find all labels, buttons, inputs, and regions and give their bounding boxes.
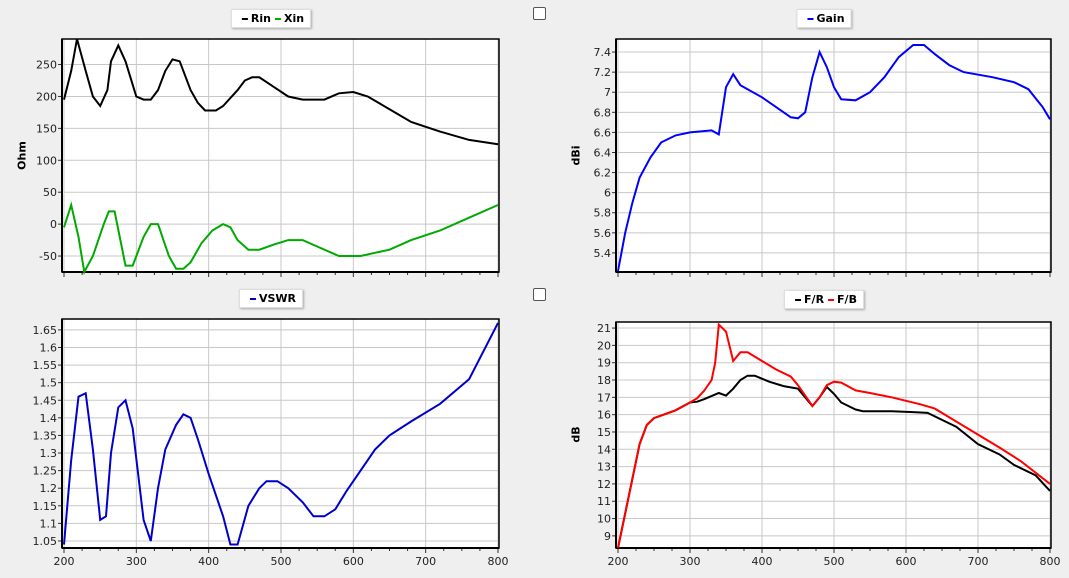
y-tick-label: 200 [36, 90, 57, 103]
y-tick-label: 1.6 [40, 341, 58, 354]
y-tick-label: 1.4 [40, 412, 58, 425]
y-tick-label: 13 [597, 461, 611, 474]
y-axis-label: dB [569, 426, 583, 443]
y-tick-label: 19 [597, 357, 611, 370]
y-tick-label: 18 [597, 374, 611, 387]
y-tick-label: 9 [604, 530, 611, 543]
x-tick-label: 700 [415, 555, 436, 568]
x-tick-label: 200 [54, 555, 75, 568]
y-tick-label: 16 [597, 409, 611, 422]
y-tick-label: 7 [604, 86, 611, 99]
x-tick-label: 200 [608, 555, 629, 568]
y-tick-label: 1.65 [33, 324, 58, 337]
y-tick-label: 1.45 [33, 394, 58, 407]
series-line-fb [617, 322, 1051, 549]
x-tick-label: 700 [968, 555, 989, 568]
y-tick-label: 5.8 [594, 207, 612, 220]
y-tick-label: 1.05 [33, 535, 58, 548]
y-tick-label: 14 [597, 443, 611, 456]
x-tick-label: 800 [488, 555, 509, 568]
legend-label: VSWR [258, 292, 297, 305]
legend-label: Xin [283, 12, 305, 25]
chart-legend: Gain [796, 9, 852, 28]
plot-border [61, 318, 500, 549]
y-tick-label: 0 [50, 218, 57, 231]
legend-label: Rin [250, 12, 271, 25]
plot-area [616, 322, 1050, 548]
y-tick-label: 12 [597, 478, 611, 491]
x-tick-label: 400 [752, 555, 773, 568]
legend-swatch [828, 299, 835, 301]
x-tick-label: 400 [198, 555, 219, 568]
y-tick-label: 1.55 [33, 359, 58, 372]
y-tick-label: 100 [36, 154, 57, 167]
legend-label: F/R [804, 293, 825, 306]
y-tick-label: 150 [36, 122, 57, 135]
x-tick-label: 300 [126, 555, 147, 568]
legend-swatch [241, 18, 248, 20]
series-line-rin [63, 38, 499, 146]
y-tick-label: 20 [597, 339, 611, 352]
x-tick-label: 500 [271, 555, 292, 568]
legend-label: Gain [816, 12, 845, 25]
y-tick-label: 11 [597, 495, 611, 508]
plot-border [615, 321, 1052, 549]
legend-swatch [249, 298, 256, 300]
y-tick-label: 6 [604, 187, 611, 200]
y-tick-label: 1.25 [33, 465, 58, 478]
x-tick-label: 600 [896, 555, 917, 568]
toggle-checkbox-bottom[interactable] [533, 288, 546, 301]
x-tick-label: 300 [680, 555, 701, 568]
y-tick-label: 1.2 [40, 482, 58, 495]
y-tick-label: 7.2 [594, 66, 612, 79]
chart-legend: VSWR [238, 289, 304, 308]
y-tick-label: 6.4 [594, 146, 612, 159]
y-tick-label: 15 [597, 426, 611, 439]
y-tick-label: 50 [43, 186, 57, 199]
plot-border [61, 38, 500, 273]
legend-swatch [274, 18, 281, 20]
x-tick-label: 600 [343, 555, 364, 568]
y-tick-label: 6.6 [594, 126, 612, 139]
y-tick-label: 5.4 [594, 247, 612, 260]
series-line-vswr [63, 322, 499, 546]
y-tick-label: 7.4 [594, 46, 612, 59]
y-tick-label: 1.5 [40, 377, 58, 390]
legend-label: F/B [837, 293, 857, 306]
legend-swatch [795, 299, 802, 301]
y-tick-label: 6.2 [594, 167, 612, 180]
y-tick-label: 1.1 [40, 517, 58, 530]
y-tick-label: 250 [36, 59, 57, 72]
legend-swatch [807, 18, 814, 20]
y-tick-label: 5.6 [594, 227, 612, 240]
y-tick-label: 10 [597, 513, 611, 526]
series-line-gain [617, 44, 1051, 272]
x-tick-label: 800 [1040, 555, 1061, 568]
y-tick-label: -50 [39, 250, 57, 263]
toggle-checkbox-top[interactable] [533, 7, 546, 20]
y-tick-label: 1.3 [40, 447, 58, 460]
x-tick-label: 500 [824, 555, 845, 568]
y-tick-label: 1.35 [33, 429, 58, 442]
y-tick-label: 17 [597, 391, 611, 404]
y-tick-label: 6.8 [594, 106, 612, 119]
chart-legend: F/R F/B [784, 290, 864, 309]
plot-border [615, 38, 1052, 273]
series-line-xin [63, 201, 499, 276]
chart-legend: Rin Xin [230, 9, 312, 28]
y-tick-label: 1.15 [33, 500, 58, 513]
y-tick-label: 21 [597, 322, 611, 335]
